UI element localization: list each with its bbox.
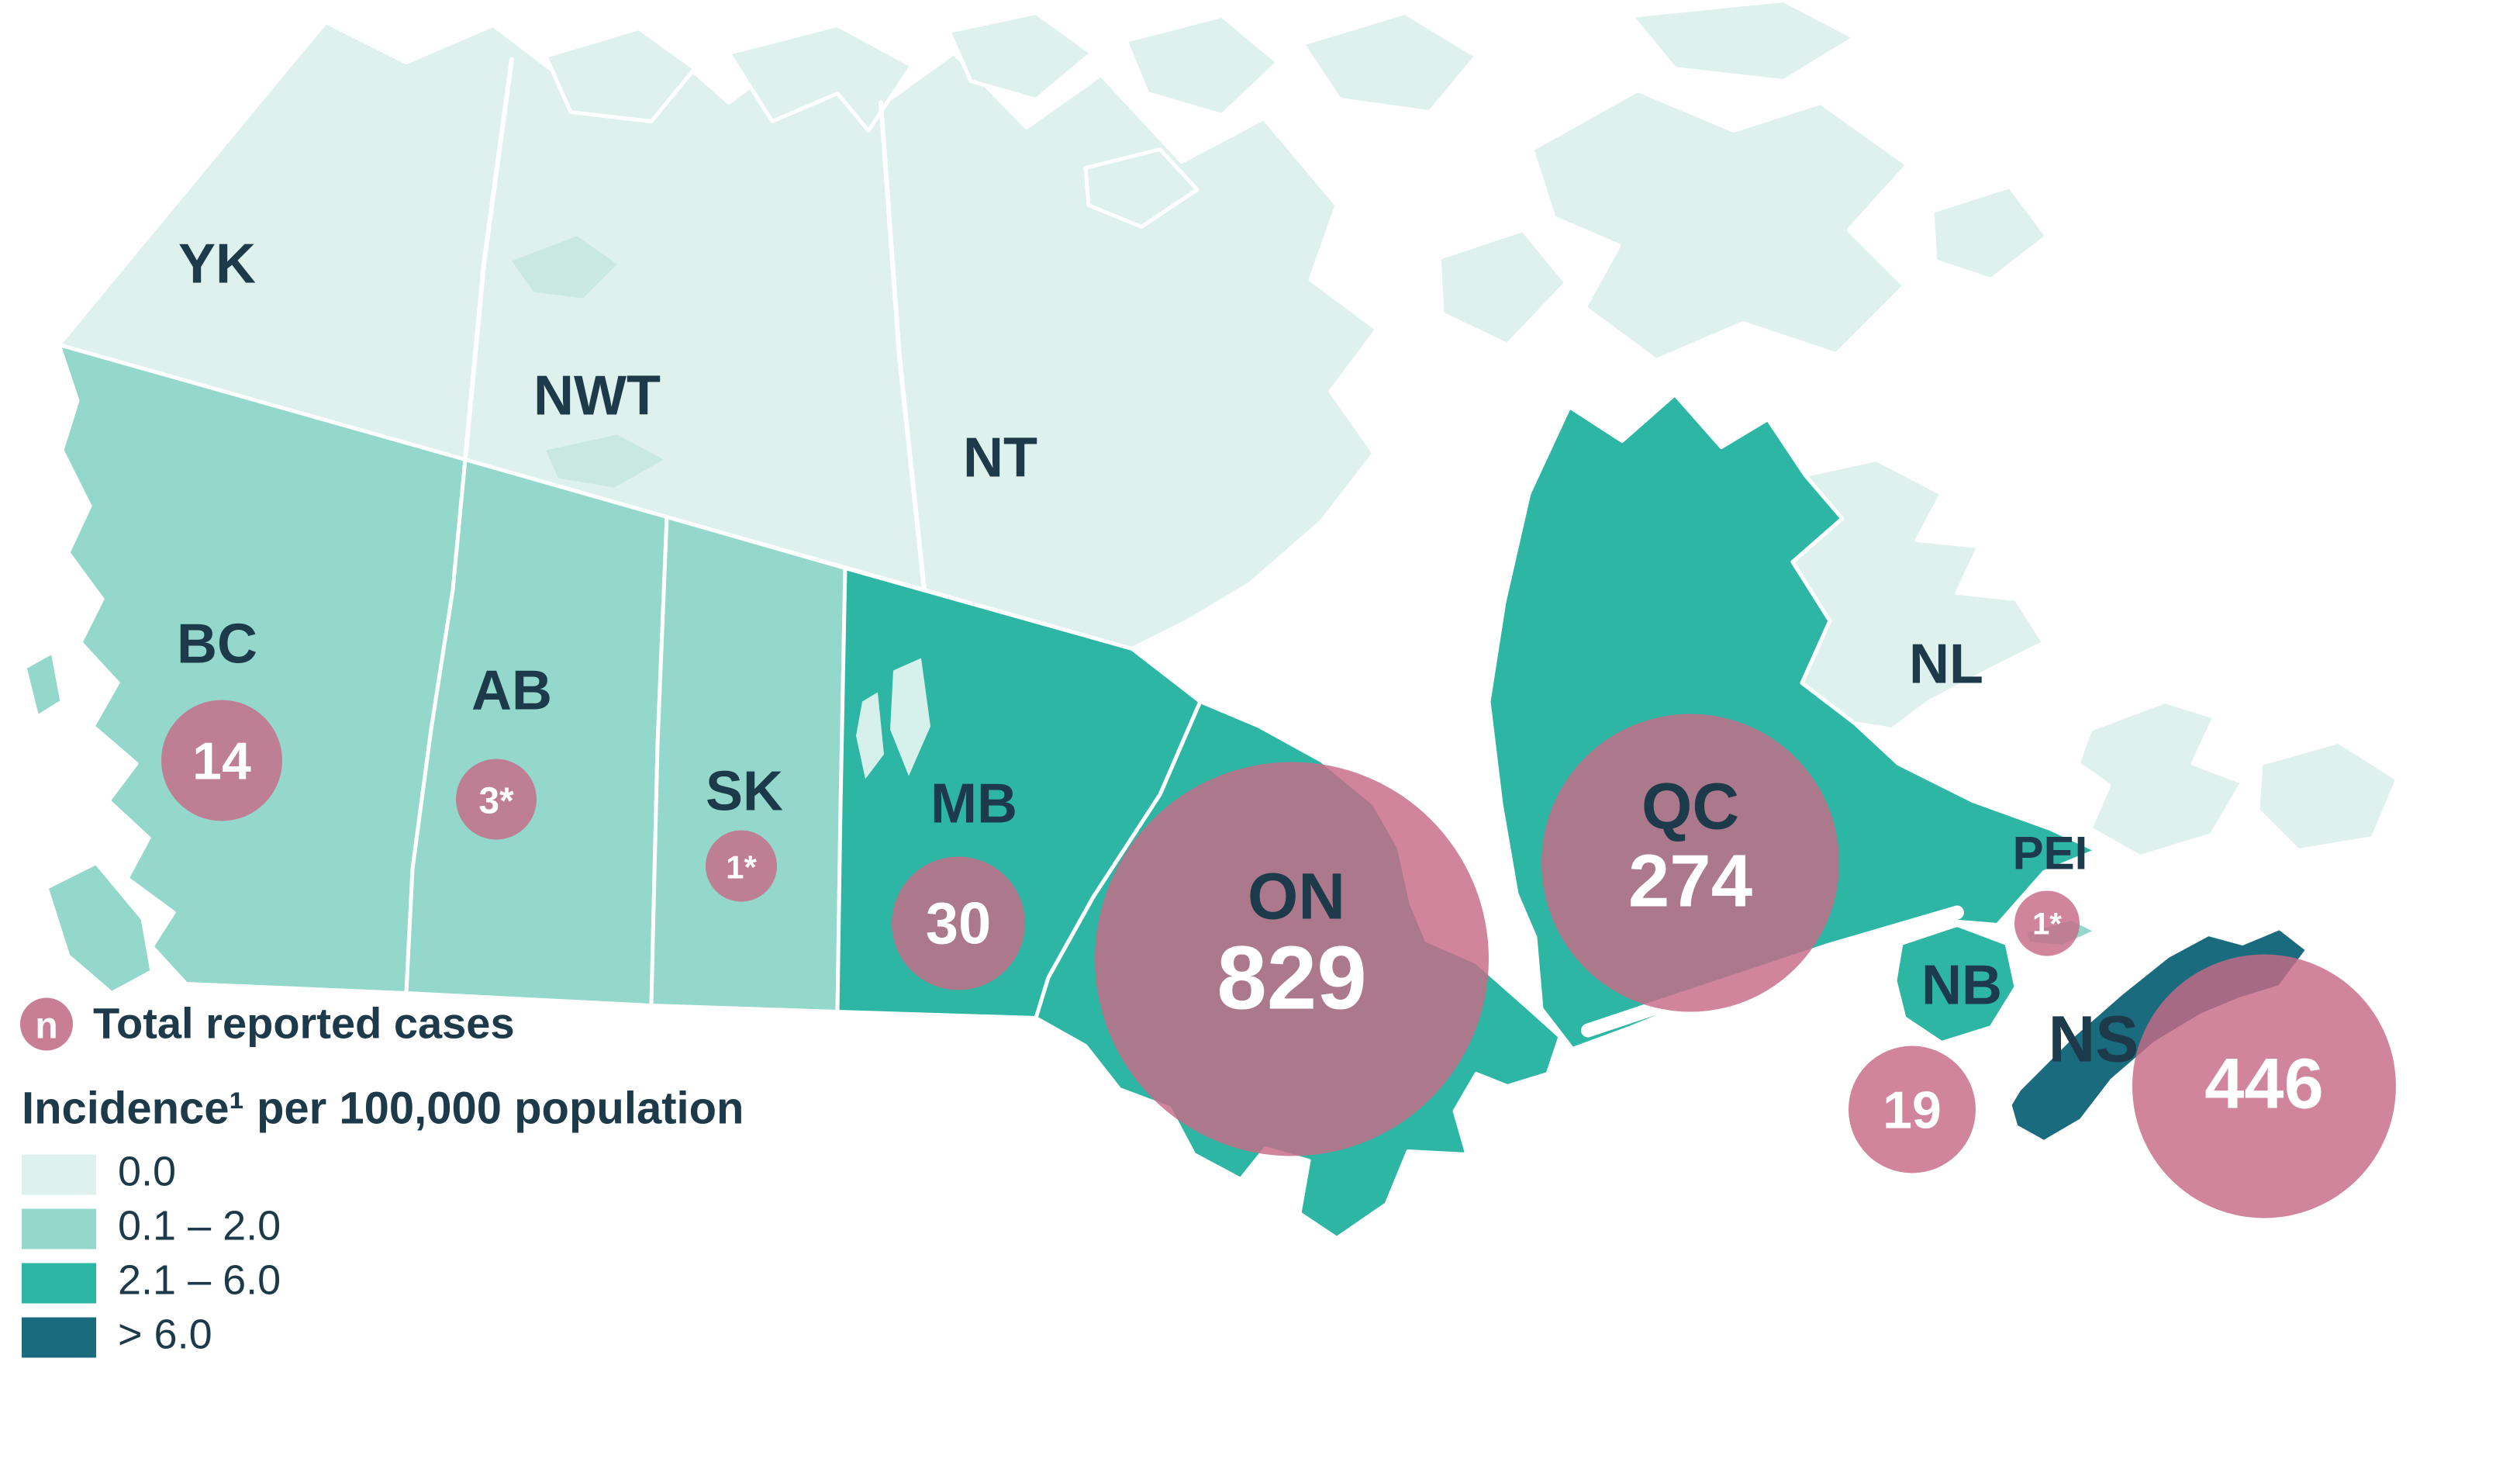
bubble-circle-bc [161,700,282,821]
region-label-nwt: NWT [533,365,661,427]
island-banks [544,26,697,123]
bubble-circle-ab [456,759,537,840]
island-baffin [1530,88,1910,362]
island-king-william [1083,147,1200,229]
region-label-bc: BC [177,613,257,676]
island-vancouver [44,861,154,995]
region-labels: YK NWT NT BC AB SK MB ON QC NL PEI NB NS [177,233,2139,1076]
arctic-islands [544,0,2049,362]
bubble-value-mb: 30 [926,891,992,957]
region-nb [1893,923,2018,1045]
region-label-yk: YK [178,233,256,296]
bubble-circle-ns [2132,954,2396,1218]
bubble-circle-sk [706,830,777,902]
region-label-pei: PEI [2013,828,2088,880]
legend-swatch-2 [22,1263,96,1304]
island-9 [1930,185,2049,282]
legend-swatch-3 [22,1317,96,1358]
bubble-value-ns: 446 [2204,1045,2324,1124]
region-nl-island [2076,700,2245,859]
bubble-value-sk: 1* [726,849,757,886]
legend-class-label-3: > 6.0 [118,1312,212,1358]
region-nl-avalon [2256,740,2400,852]
case-bubbles: 829 274 446 30 19 14 3* 1* 1* [161,700,2396,1218]
bubble-value-bc: 14 [192,732,251,791]
region-label-ab: AB [471,660,552,722]
legend-incidence-title: Incidence¹ per 100,000 population [22,1084,744,1134]
legend-swatch-0 [22,1154,96,1195]
bubble-value-ab: 3* [478,781,514,822]
legend: n Total reported cases Incidence¹ per 10… [20,997,744,1358]
legend-class-label-1: 0.1 – 2.0 [118,1203,281,1249]
island-4 [1124,14,1280,117]
great-bear-lake [512,236,617,299]
lake-winnipeg [890,658,930,776]
bubble-value-pei: 1* [2032,907,2062,942]
island-6 [1300,11,1479,114]
region-label-on: ON [1248,860,1345,933]
legend-class-label-2: 2.1 – 6.0 [118,1257,281,1304]
border-nwt-nu [879,100,927,593]
region-label-qc: QC [1641,770,1739,843]
legend-class-label-0: 0.0 [118,1149,176,1195]
region-nl-labrador [1790,458,2046,731]
island-3 [947,11,1094,102]
region-territories [57,20,1379,651]
bubble-circle-mb [892,856,1025,990]
region-label-nl: NL [1909,634,1983,696]
island-haida-gwaii [22,650,64,719]
legend-n-symbol: n [35,1006,57,1047]
great-slave-lake [546,434,664,488]
legend-n-circle [20,997,73,1051]
region-label-mb: MB [930,773,1017,835]
legend-swatch-1 [22,1208,96,1249]
legend-bubble-caption: Total reported cases [93,999,515,1048]
bubble-value-nb: 19 [1883,1081,1942,1140]
bubble-circle-on [1095,762,1489,1156]
island-southampton [1437,228,1569,347]
island-victoria [727,23,914,133]
bubble-circle-pei [2014,890,2080,956]
border-yk-nwt [463,57,514,462]
island-ellesmere [1629,0,1857,83]
region-label-nb: NB [1921,955,2002,1017]
bubble-value-on: 829 [1217,928,1367,1028]
region-label-ns: NS [2049,1003,2139,1076]
region-label-nt: NT [963,427,1037,489]
bubble-value-qc: 274 [1628,840,1752,923]
bubble-circle-qc [1541,714,1839,1012]
lake-winnipegosis [856,692,884,779]
bubble-circle-nb [1849,1046,1976,1173]
region-label-sk: SK [706,761,783,823]
